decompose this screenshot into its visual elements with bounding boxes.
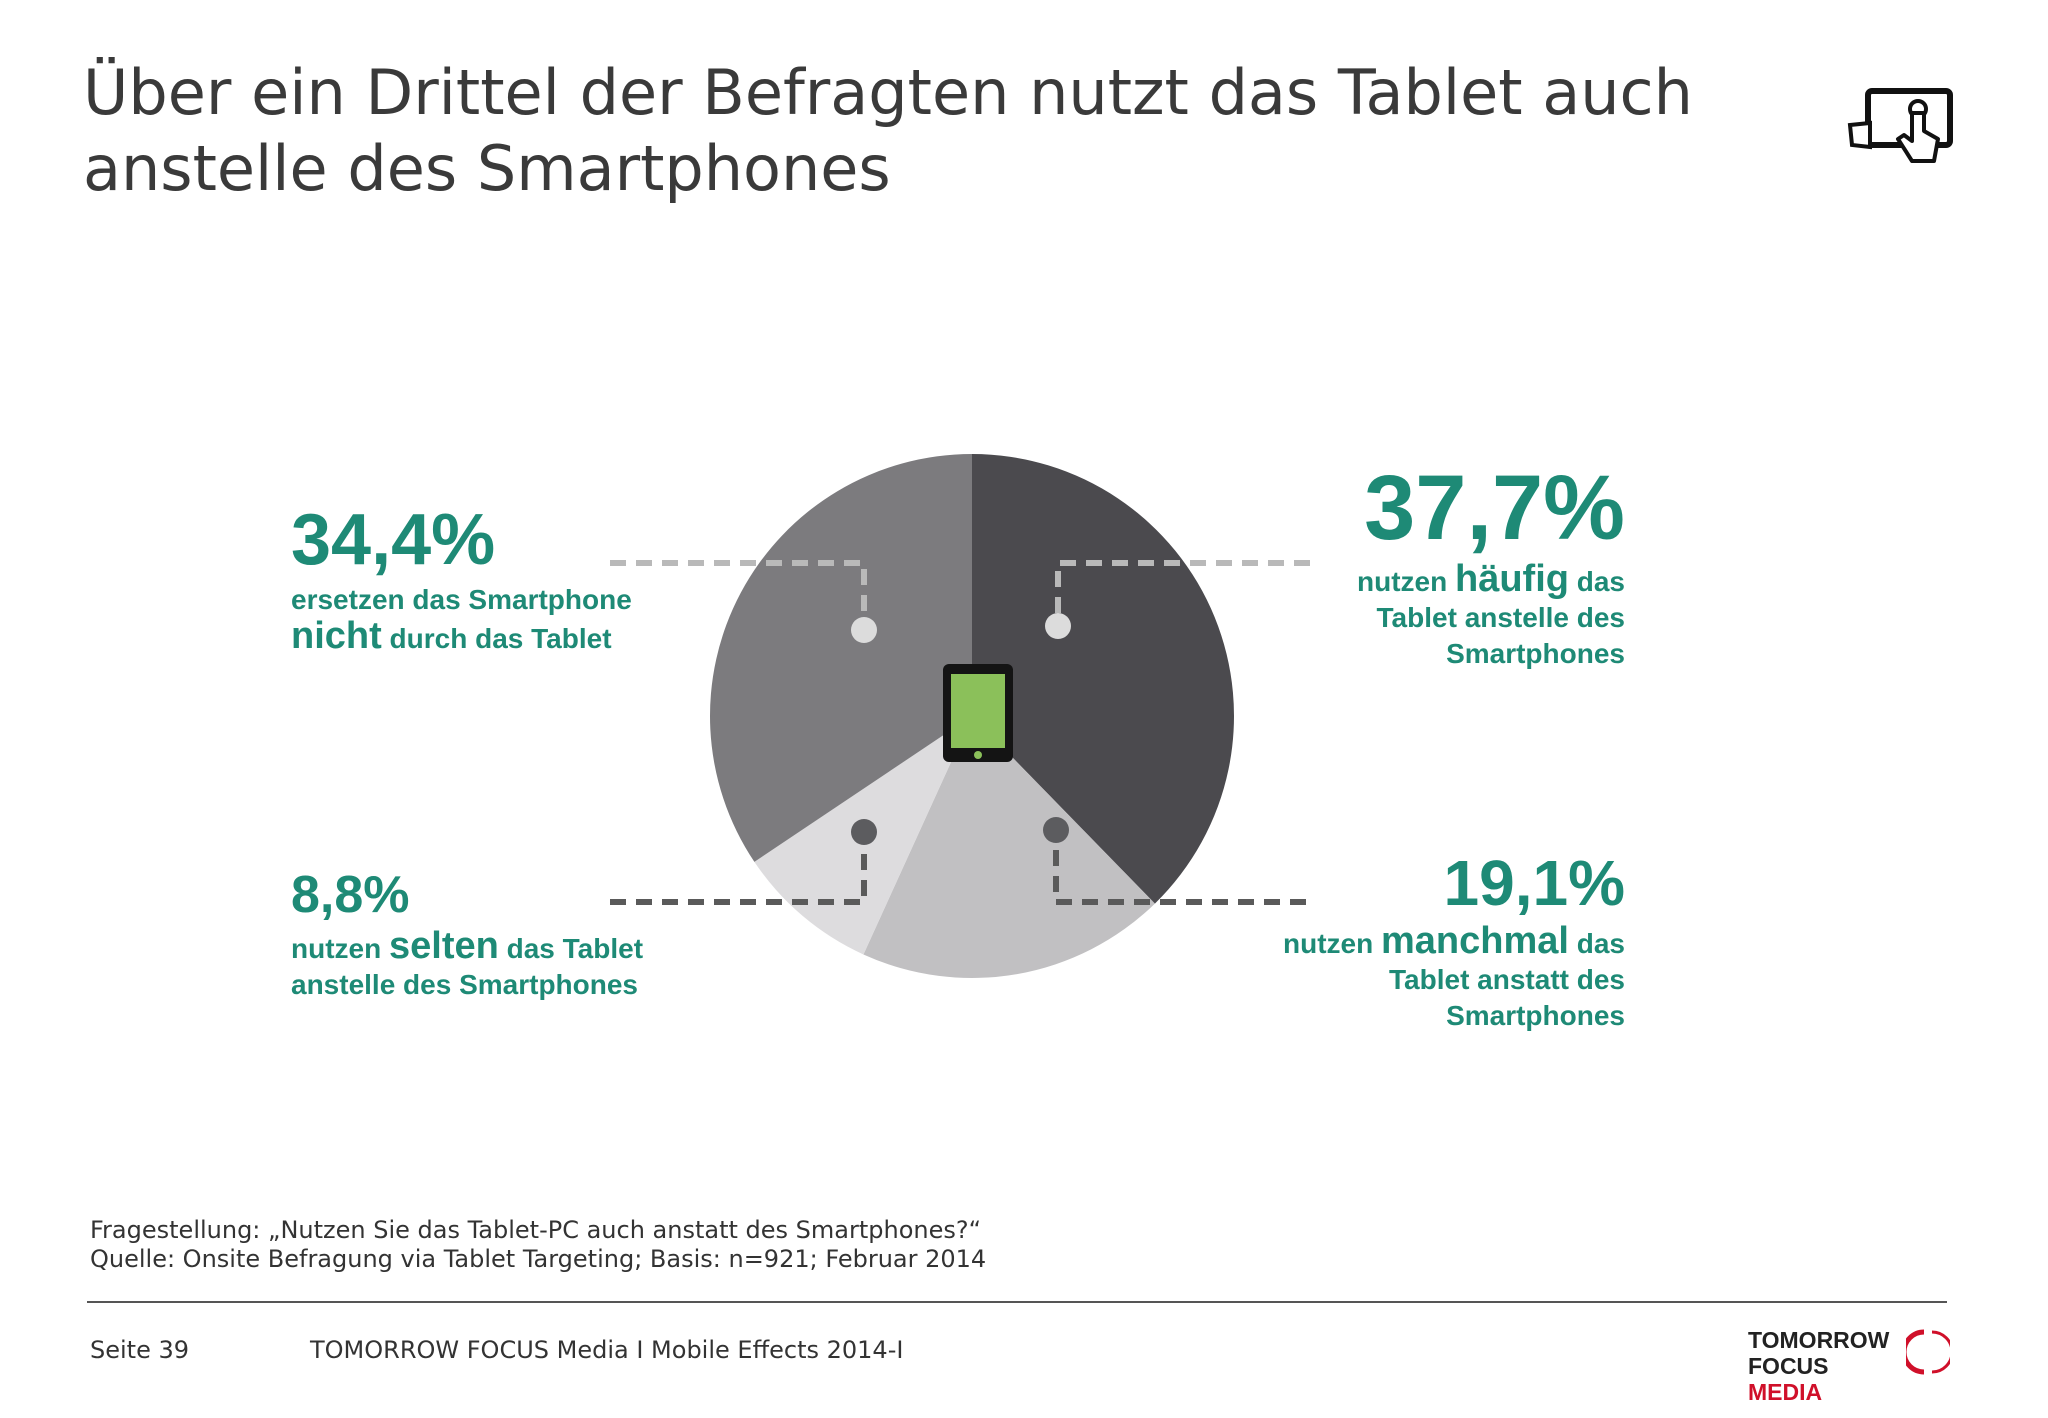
tomorrow-focus-ring-icon xyxy=(1906,1329,1950,1375)
pie-slice-manchmal xyxy=(863,716,1155,978)
callout-selten-pre: nutzen xyxy=(291,933,389,964)
page-number: Seite 39 xyxy=(90,1336,190,1364)
callout-manchmal-post: das xyxy=(1568,928,1625,959)
page-title-line-2: anstelle des Smartphones xyxy=(83,132,891,205)
callout-manchmal-pre: nutzen xyxy=(1283,928,1381,959)
tablet-icon xyxy=(943,664,1013,762)
logo-line-1: TOMORROW xyxy=(1748,1327,1890,1353)
callout-nicht-text-2: durch das Tablet xyxy=(381,623,612,654)
callout-manchmal-emphasis: manchmal xyxy=(1381,920,1569,962)
callout-selten-line-2: anstelle des Smartphones xyxy=(291,969,639,1000)
connector-nicht xyxy=(610,560,877,643)
footer-text: TOMORROW FOCUS Media I Mobile Effects 20… xyxy=(310,1336,904,1364)
callout-haeufig-line-3: Smartphones xyxy=(1446,638,1625,669)
footnote-question: Fragestellung: „Nutzen Sie das Tablet-PC… xyxy=(90,1216,982,1244)
page-title: Über ein Drittel der Befragten nutzt das… xyxy=(83,55,1783,207)
connector-haeufig xyxy=(1045,560,1310,639)
callout-selten-post: das Tablet xyxy=(498,933,644,964)
footer-divider xyxy=(87,1301,1947,1303)
callout-haeufig-pre: nutzen xyxy=(1356,566,1455,597)
callout-manchmal: 19,1% nutzen manchmal das Tablet anstatt… xyxy=(1200,843,1625,1034)
footnote: Fragestellung: „Nutzen Sie das Tablet-PC… xyxy=(90,1216,1590,1274)
callout-manchmal-line-2: Tablet anstatt des xyxy=(1389,964,1625,995)
callout-haeufig: 37,7% nutzen häufig das Tablet anstelle … xyxy=(1230,455,1625,672)
callout-haeufig-post: das xyxy=(1568,566,1625,597)
logo-line-2a: FOCUS xyxy=(1748,1353,1829,1379)
company-logo: TOMORROW FOCUS MEDIA xyxy=(1748,1327,1889,1405)
callout-nicht-percent: 34,4% xyxy=(291,500,496,580)
callout-manchmal-line-3: Smartphones xyxy=(1446,1000,1625,1031)
callout-nicht: 34,4% ersetzen das Smartphone nicht durc… xyxy=(291,498,711,657)
connector-selten xyxy=(610,819,877,905)
callout-selten-emphasis: selten xyxy=(389,925,499,967)
callout-selten-percent: 8,8% xyxy=(291,866,410,924)
callout-haeufig-percent: 37,7% xyxy=(1364,457,1625,559)
connector-manchmal xyxy=(1043,817,1306,905)
callout-nicht-text-1: ersetzen das Smartphone xyxy=(291,584,632,615)
tablet-touch-icon xyxy=(1847,88,1953,163)
callout-nicht-emphasis: nicht xyxy=(291,615,382,657)
callout-manchmal-percent: 19,1% xyxy=(1443,847,1625,919)
footnote-source: Quelle: Onsite Befragung via Tablet Targ… xyxy=(90,1245,987,1273)
pie-slice-haeufig xyxy=(972,454,1235,904)
callout-haeufig-line-2: Tablet anstelle des xyxy=(1376,602,1625,633)
pie-slices xyxy=(710,454,1235,978)
callout-haeufig-emphasis: häufig xyxy=(1454,558,1569,600)
logo-line-2b: MEDIA xyxy=(1748,1379,1823,1405)
callout-selten: 8,8% nutzen selten das Tablet anstelle d… xyxy=(291,862,711,1003)
pie-slice-nicht xyxy=(710,454,972,862)
page-title-line-1: Über ein Drittel der Befragten nutzt das… xyxy=(83,56,1693,129)
